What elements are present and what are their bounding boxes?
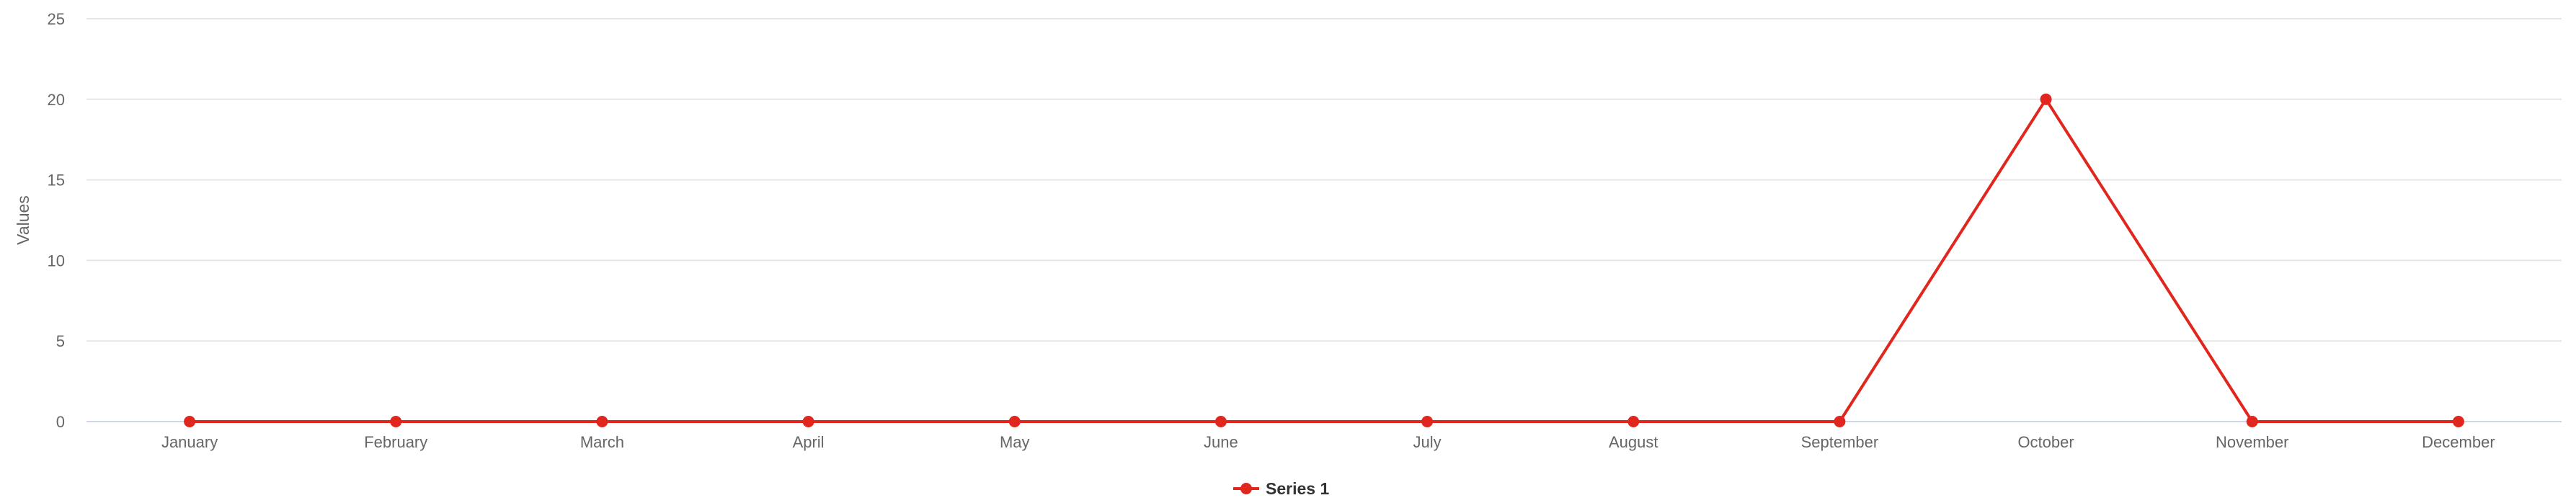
- gridlines: [86, 18, 2562, 422]
- data-point[interactable]: [1008, 416, 1021, 427]
- x-tick-label: September: [1801, 433, 1879, 451]
- x-tick-label: August: [1609, 433, 1658, 451]
- x-tick-label: May: [1000, 433, 1030, 451]
- x-tick-label: December: [2422, 433, 2495, 451]
- x-tick-label: April: [793, 433, 825, 451]
- data-point[interactable]: [1834, 416, 1846, 427]
- y-axis-title: Values: [14, 195, 32, 245]
- y-tick-label: 20: [48, 91, 65, 109]
- data-point[interactable]: [184, 416, 196, 427]
- series-line: [190, 97, 2459, 423]
- y-tick-label: 25: [48, 10, 65, 28]
- x-tick-label: July: [1413, 433, 1442, 451]
- data-point[interactable]: [596, 416, 608, 427]
- x-tick-label: November: [2216, 433, 2288, 451]
- x-tick-label: February: [364, 433, 427, 451]
- x-axis: January February March April May June July Augu…: [161, 433, 2495, 451]
- data-point[interactable]: [1421, 416, 1434, 427]
- x-tick-label: January: [161, 433, 218, 451]
- data-point[interactable]: [390, 416, 402, 427]
- legend-marker-icon: [1240, 483, 1252, 494]
- data-point[interactable]: [2246, 416, 2258, 427]
- y-tick-label: 15: [48, 172, 65, 190]
- legend-label[interactable]: Series 1: [1266, 479, 1329, 498]
- data-point[interactable]: [1627, 416, 1640, 427]
- data-point[interactable]: [2452, 416, 2464, 427]
- y-tick-label: 0: [56, 413, 65, 431]
- data-point[interactable]: [2040, 93, 2052, 105]
- y-axis: 0 5 10 15 20 25: [48, 10, 65, 431]
- x-tick-label: March: [580, 433, 624, 451]
- x-tick-label: June: [1204, 433, 1238, 451]
- data-point[interactable]: [1214, 416, 1227, 427]
- series-layer: [184, 93, 2464, 427]
- legend[interactable]: Series 1: [1233, 479, 1329, 498]
- y-tick-label: 10: [48, 252, 65, 270]
- x-tick-label: October: [2017, 433, 2074, 451]
- y-tick-label: 5: [56, 332, 65, 350]
- data-point[interactable]: [802, 416, 814, 427]
